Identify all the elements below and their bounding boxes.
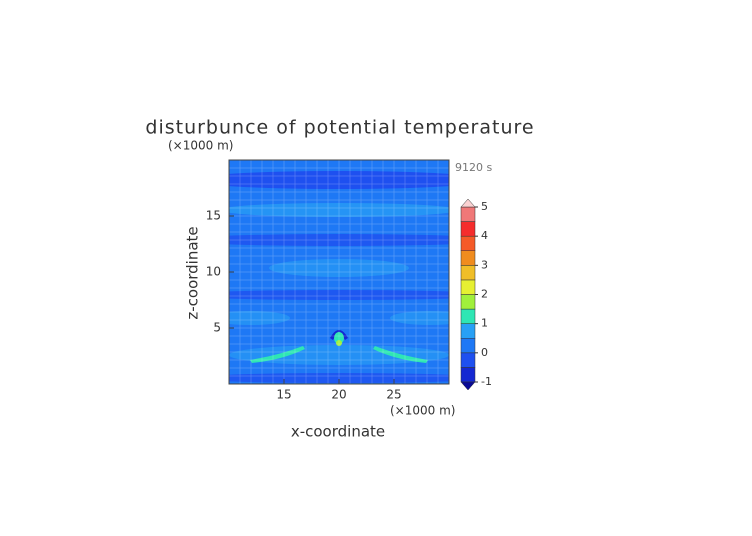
y-tick-label: 5 <box>213 321 221 335</box>
colorbar-tick-label: 2 <box>481 288 488 301</box>
colorbar-tick-label: 3 <box>481 258 488 271</box>
chart-title: disturbunce of potential temperature <box>145 117 534 139</box>
y-unit: (×1000 m) <box>168 139 233 153</box>
colorbar-tick-label: 1 <box>481 317 488 330</box>
colorbar-segment <box>460 250 476 266</box>
x-tick-label: 15 <box>276 388 291 402</box>
colorbar-segment <box>460 352 476 368</box>
colorbar-segment <box>460 206 476 222</box>
colorbar-segment <box>460 338 476 354</box>
colorbar-segment <box>460 279 476 295</box>
colorbar-segment <box>460 294 476 310</box>
colorbar-segment <box>460 235 476 252</box>
x-tick-label: 20 <box>331 388 346 402</box>
colorbar-tick-label: 0 <box>481 346 488 359</box>
colorbar-under <box>460 381 476 391</box>
colorbar-segment <box>460 323 476 339</box>
y-tick-label: 15 <box>206 209 221 223</box>
x-unit: (×1000 m) <box>390 404 455 418</box>
colorbar-over <box>460 198 476 208</box>
time-label: 9120 s <box>455 161 492 174</box>
y-axis-label: z-coordinate <box>184 226 202 319</box>
colorbar-segment <box>460 221 476 237</box>
colorbar-segment <box>460 308 476 324</box>
colorbar-segment <box>460 265 476 281</box>
x-tick-label: 25 <box>386 388 401 402</box>
y-tick-label: 10 <box>206 265 221 279</box>
colorbar-tick-label: 5 <box>481 200 488 213</box>
colorbar-segment <box>460 367 476 383</box>
x-axis-label: x-coordinate <box>291 423 385 441</box>
colorbar-tick-label: 4 <box>481 229 488 242</box>
colorbar-tick-label: -1 <box>481 375 492 388</box>
